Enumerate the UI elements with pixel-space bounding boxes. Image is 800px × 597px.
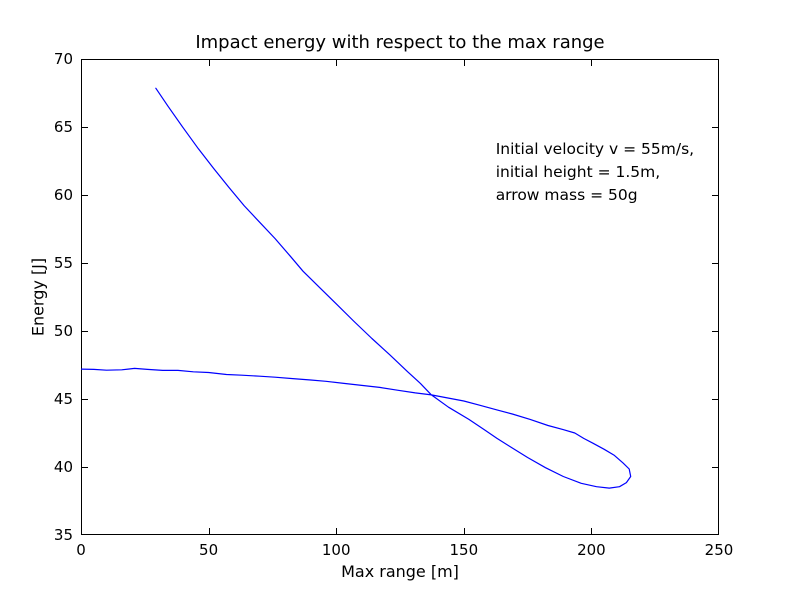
axes-frame bbox=[81, 59, 719, 535]
y-tick-label: 60 bbox=[53, 186, 73, 204]
x-axis-label: Max range [m] bbox=[341, 562, 459, 581]
y-tick-label: 55 bbox=[53, 254, 73, 272]
x-tick-label: 200 bbox=[577, 541, 606, 559]
y-axis-label: Energy [J] bbox=[28, 257, 48, 337]
plot-area: Initial velocity v = 55m/s, initial heig… bbox=[81, 59, 719, 535]
x-tick-label: 0 bbox=[76, 541, 86, 559]
y-tick-label: 45 bbox=[53, 390, 73, 408]
plot-svg bbox=[81, 59, 719, 535]
y-tick-label: 35 bbox=[53, 526, 73, 544]
annotation-line-3: arrow mass = 50g bbox=[495, 185, 638, 204]
annotation-text: Initial velocity v = 55m/s, initial heig… bbox=[496, 138, 694, 207]
y-tick-label: 50 bbox=[53, 322, 73, 340]
x-tick-label: 150 bbox=[449, 541, 479, 559]
x-tick-label: 100 bbox=[321, 541, 351, 559]
y-tick-label: 70 bbox=[53, 50, 73, 68]
data-curve bbox=[81, 87, 632, 489]
y-tick-label: 65 bbox=[53, 118, 73, 136]
annotation-line-1: Initial velocity v = 55m/s, bbox=[495, 139, 695, 158]
chart-title: Impact energy with respect to the max ra… bbox=[195, 32, 605, 53]
x-tick-label: 250 bbox=[704, 541, 734, 559]
y-tick-label: 40 bbox=[53, 458, 73, 476]
x-tick-label: 50 bbox=[199, 541, 219, 559]
annotation-line-2: initial height = 1.5m, bbox=[495, 162, 661, 181]
